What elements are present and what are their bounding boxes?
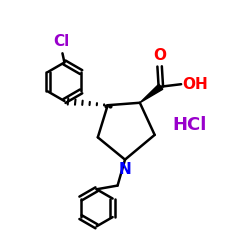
- Text: OH: OH: [182, 77, 208, 92]
- Text: HCl: HCl: [172, 116, 206, 134]
- Text: O: O: [153, 48, 166, 64]
- Text: N: N: [119, 162, 132, 176]
- Text: Cl: Cl: [53, 34, 69, 49]
- Polygon shape: [140, 84, 163, 103]
